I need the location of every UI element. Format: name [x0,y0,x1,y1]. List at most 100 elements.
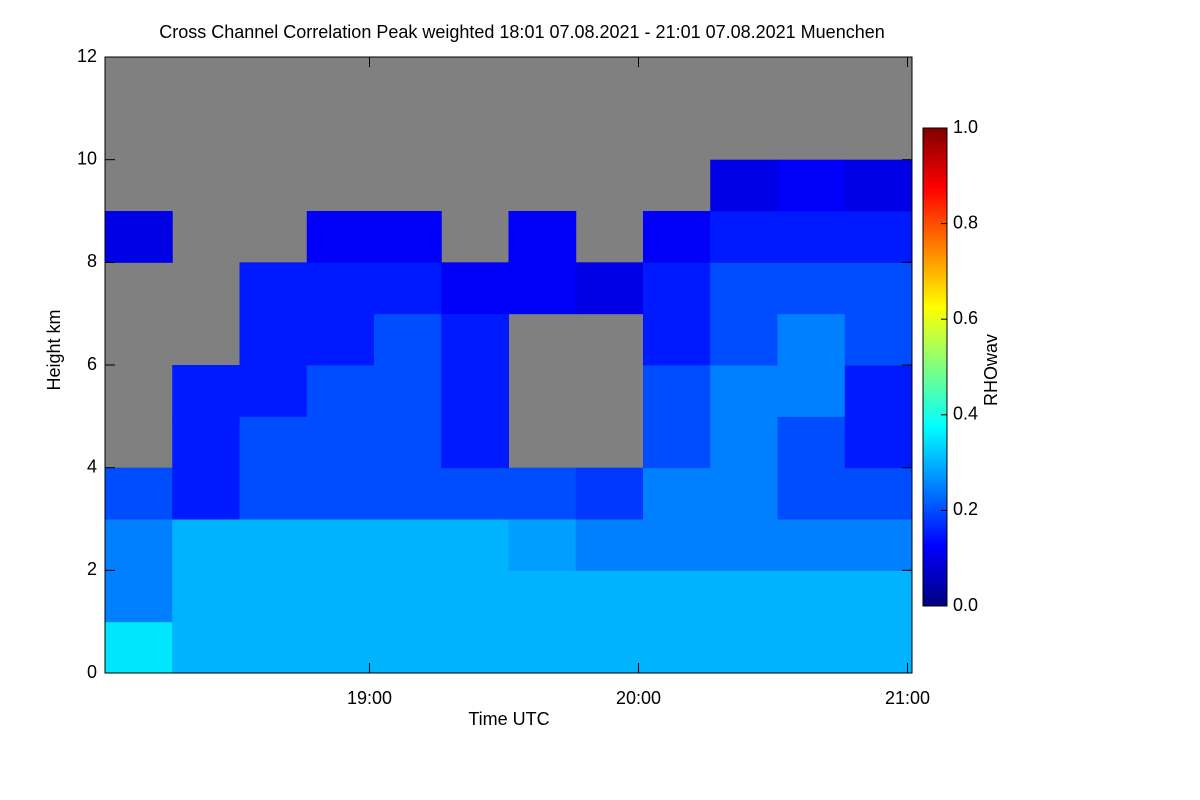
heat-cell [643,211,711,263]
heat-cell [239,416,308,469]
x-tick-label: 19:00 [347,688,392,708]
heat-cell [441,365,509,417]
colorbar [922,127,948,607]
colorbar-tick-label: 0.6 [953,308,978,328]
heat-cell [374,365,442,417]
heat-cell [710,519,778,571]
heat-cell [777,570,846,623]
heat-cell [172,467,240,520]
heat-cell [643,467,711,520]
heat-cell [710,621,778,674]
x-tick-label: 21:00 [885,688,930,708]
heat-cell [777,365,846,417]
heat-cell [374,621,442,674]
heat-cell [844,519,913,571]
heat-cell [777,416,846,469]
heat-cell [777,313,846,366]
x-axis-label: Time UTC [468,709,549,729]
heat-cell [306,211,375,263]
y-tick-label: 4 [87,456,97,476]
heat-cell [710,313,778,366]
heat-cell [643,365,711,417]
heat-cell [172,570,240,623]
y-tick-label: 2 [87,559,97,579]
heat-cell [374,211,442,263]
colorbar-tick-label: 0.8 [953,212,978,232]
heat-cell [575,570,644,623]
heat-cell [575,519,644,571]
heat-cell [239,519,308,571]
heat-cell [172,365,240,417]
heat-cell [777,621,846,674]
heat-cell [710,365,778,417]
heat-cell [777,467,846,520]
heat-cell [710,570,778,623]
heat-cell [239,365,308,417]
heat-cell [374,570,442,623]
heat-cell [105,519,173,571]
heat-cell [105,467,173,520]
x-tick-label: 20:00 [616,688,661,708]
heat-cell [441,621,509,674]
heat-cell [374,262,442,315]
chart-title: Cross Channel Correlation Peak weighted … [159,22,885,42]
heat-cell [643,313,711,366]
heat-cell [239,313,308,366]
heat-cell [306,519,375,571]
colorbar-tick-label: 0.2 [953,499,978,519]
heat-cell [643,416,711,469]
heat-cell [105,621,173,674]
heat-cell [575,262,644,315]
colorbar-tick-label: 0.4 [953,404,978,424]
heat-cell [508,570,577,623]
heat-cell [844,159,913,212]
heat-cell [306,570,375,623]
heat-cell [306,467,375,520]
colorbar-tick-label: 0.0 [953,595,978,615]
heat-cell [643,262,711,315]
heat-cell [844,262,913,315]
heat-cell [441,570,509,623]
heat-cell [508,467,577,520]
heat-cell [643,570,711,623]
y-tick-label: 6 [87,354,97,374]
colorbar-tick-label: 1.0 [953,117,978,137]
heat-cell [710,211,778,263]
heat-cell [710,467,778,520]
heat-cell [575,621,644,674]
heat-cell [306,262,375,315]
heat-cell [844,365,913,417]
heat-cell [239,467,308,520]
heat-cell [508,519,577,571]
heat-cell [172,621,240,674]
y-tick-label: 12 [77,46,97,66]
heat-cell [710,416,778,469]
y-tick-label: 8 [87,251,97,271]
heat-cell [844,211,913,263]
heat-cell [306,313,375,366]
heat-cell [777,519,846,571]
colorbar-label: RHOwav [981,334,1001,406]
heat-cell [441,262,509,315]
heat-cell [777,159,846,212]
heat-cell [508,621,577,674]
heat-cell [441,519,509,571]
y-tick-label: 0 [87,662,97,682]
heat-cell [441,467,509,520]
heat-cell [643,519,711,571]
heat-cell [844,416,913,469]
heat-cell [844,570,913,623]
heat-cell [643,621,711,674]
heat-cell [777,262,846,315]
heat-cell [105,211,173,263]
heat-cell [374,313,442,366]
heat-cell [508,262,577,315]
y-axis-label: Height km [44,309,64,390]
heat-cell [105,570,173,623]
heat-cell [172,519,240,571]
heat-cell [239,621,308,674]
y-tick-label: 10 [77,148,97,168]
heat-cell [239,262,308,315]
heat-cell [844,313,913,366]
